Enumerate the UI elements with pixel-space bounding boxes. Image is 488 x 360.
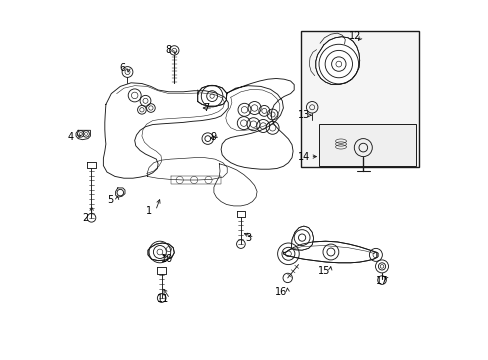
Text: 2: 2	[82, 213, 88, 223]
Polygon shape	[148, 243, 174, 261]
Text: 16: 16	[275, 287, 287, 297]
Bar	[319, 124, 415, 166]
Text: 3: 3	[244, 233, 251, 243]
Text: 14: 14	[297, 152, 309, 162]
Text: 1: 1	[146, 206, 152, 216]
Text: 11: 11	[157, 294, 169, 304]
Polygon shape	[291, 226, 313, 250]
Text: 7: 7	[203, 103, 209, 113]
Polygon shape	[315, 37, 359, 85]
Text: 15: 15	[317, 266, 329, 276]
Text: 10: 10	[161, 254, 173, 264]
Text: 12: 12	[348, 31, 361, 41]
Bar	[301, 31, 419, 167]
Text: 8: 8	[165, 45, 172, 55]
Text: 17: 17	[375, 276, 387, 286]
Text: 6: 6	[119, 63, 125, 73]
Text: 4: 4	[68, 132, 74, 142]
Polygon shape	[283, 241, 376, 263]
Text: 9: 9	[210, 132, 217, 142]
Text: 5: 5	[107, 195, 114, 205]
Text: 13: 13	[297, 110, 309, 120]
Polygon shape	[197, 86, 226, 106]
